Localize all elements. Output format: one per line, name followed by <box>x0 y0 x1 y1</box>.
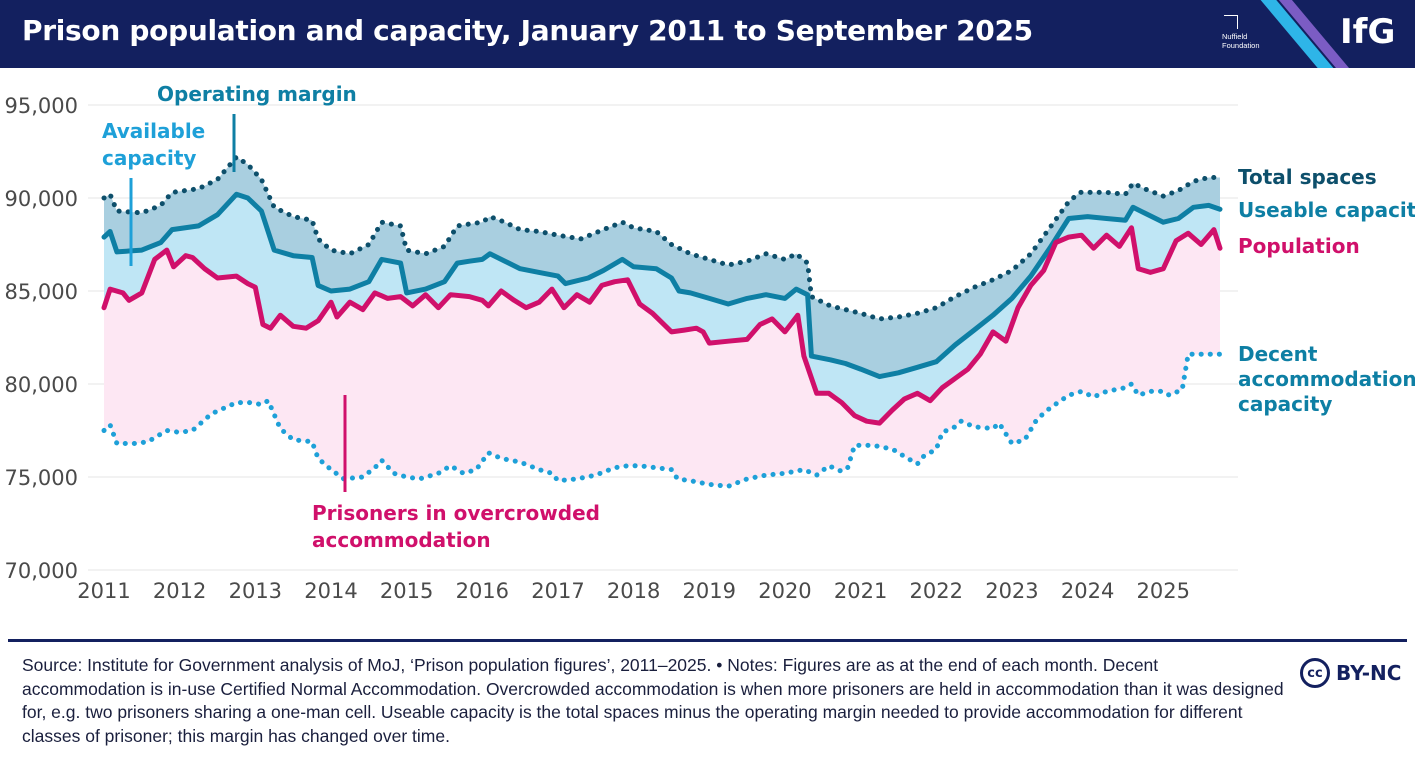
label-total-spaces: Total spaces <box>1238 165 1377 189</box>
chart-title: Prison population and capacity, January … <box>22 14 1033 47</box>
label-line: accommodation <box>1238 367 1415 391</box>
y-tick-label: 70,000 <box>5 559 78 583</box>
band-available-capacity <box>104 194 1220 424</box>
creative-commons-icon: cc <box>1300 658 1330 688</box>
y-tick-label: 95,000 <box>5 94 78 118</box>
header-bar: Prison population and capacity, January … <box>0 0 1415 68</box>
x-tick-label: 2018 <box>607 579 660 603</box>
annotation-operating-margin: Operating margin <box>157 82 357 106</box>
label-line: Decent <box>1238 342 1318 366</box>
shaded-bands <box>104 157 1220 487</box>
x-tick-label: 2014 <box>304 579 357 603</box>
license-badge: cc BY-NC <box>1300 655 1401 691</box>
label-useable-capacity: Useable capacity <box>1238 198 1415 222</box>
label-line: Population <box>1238 234 1360 258</box>
x-tick-label: 2025 <box>1137 579 1190 603</box>
x-tick-label: 2015 <box>380 579 433 603</box>
label-line: Total spaces <box>1238 165 1377 189</box>
x-tick-label: 2013 <box>229 579 282 603</box>
x-tick-label: 2011 <box>77 579 130 603</box>
annotation-line: Prisoners in overcrowded <box>312 501 600 525</box>
x-tick-label: 2017 <box>531 579 584 603</box>
label-population: Population <box>1238 234 1360 258</box>
license-label: BY-NC <box>1336 661 1402 685</box>
label-line: Useable capacity <box>1238 198 1415 222</box>
label-line: capacity <box>1238 392 1332 416</box>
annotation-line: Available <box>102 119 205 143</box>
annotations: Operating margin Available capacity Prisone… <box>102 82 600 552</box>
x-tick-label: 2022 <box>910 579 963 603</box>
footer-divider <box>8 639 1407 642</box>
y-tick-label: 80,000 <box>5 373 78 397</box>
band-operating-margin <box>104 157 1220 377</box>
annotation-available-capacity: Available capacity <box>102 119 205 170</box>
annotation-line: accommodation <box>312 528 491 552</box>
band-prisoners-in-overcrowded-accommodation <box>104 227 1220 487</box>
series-line-decent-accommodation-capacity <box>101 351 1223 489</box>
y-tick-label: 90,000 <box>5 187 78 211</box>
x-tick-label: 2023 <box>985 579 1038 603</box>
nuffield-mark-icon <box>1224 15 1238 29</box>
x-tick-label: 2020 <box>758 579 811 603</box>
x-tick-label: 2019 <box>683 579 736 603</box>
annotation-prisoners-in-overcrowded-accommodation: Prisoners in overcrowded accommodation <box>312 501 600 552</box>
axis-labels: 70,000 75,000 80,000 85,000 90,000 95,000 2011… <box>5 94 1190 603</box>
annotation-line: Operating margin <box>157 82 357 106</box>
series-line-total-spaces <box>101 154 1223 322</box>
series-line-population <box>101 225 1223 426</box>
y-tick-label: 75,000 <box>5 466 78 490</box>
x-tick-label: 2016 <box>456 579 509 603</box>
nuffield-logo-text: Nuffield Foundation <box>1222 32 1260 50</box>
x-tick-label: 2021 <box>834 579 887 603</box>
series-labels: Total spaces Useable capacity Population De… <box>1238 165 1415 416</box>
source-notes: Source: Institute for Government analysi… <box>22 655 1284 746</box>
ifg-logo: IfG <box>1340 12 1396 52</box>
annotation-line: capacity <box>102 146 196 170</box>
series-line-useable-capacity <box>101 191 1223 380</box>
y-tick-label: 85,000 <box>5 280 78 304</box>
prison-capacity-chart: 70,000 75,000 80,000 85,000 90,000 95,000 2011… <box>5 82 1415 603</box>
x-tick-label: 2024 <box>1061 579 1114 603</box>
label-decent-accommodation-capacity: Decent accommodation capacity <box>1238 342 1415 416</box>
nuffield-foundation-logo: Nuffield Foundation <box>1222 15 1278 50</box>
x-tick-label: 2012 <box>153 579 206 603</box>
series-lines <box>101 154 1223 489</box>
